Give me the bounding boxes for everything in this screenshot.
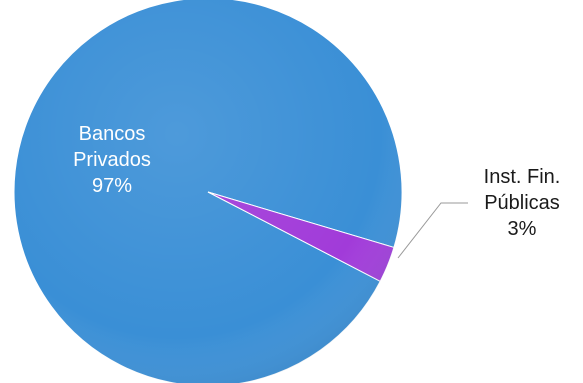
slice-label-inst-fin-publicas: Inst. Fin. Públicas 3% [484,166,561,240]
leader-line [397,202,468,259]
slice-label-bancos-privados: Bancos Privados 97% [73,123,151,197]
slice-label-line: 3% [508,218,537,240]
slice-label-line: Inst. Fin. [484,166,561,188]
slice-label-line: Bancos [79,123,146,145]
slice-label-line: Privados [73,149,151,171]
pie-slices [13,0,403,383]
slice-label-line: Públicas [484,192,560,214]
pie-slice-bancos-privados [13,0,403,383]
slice-label-line: 97% [92,175,132,197]
